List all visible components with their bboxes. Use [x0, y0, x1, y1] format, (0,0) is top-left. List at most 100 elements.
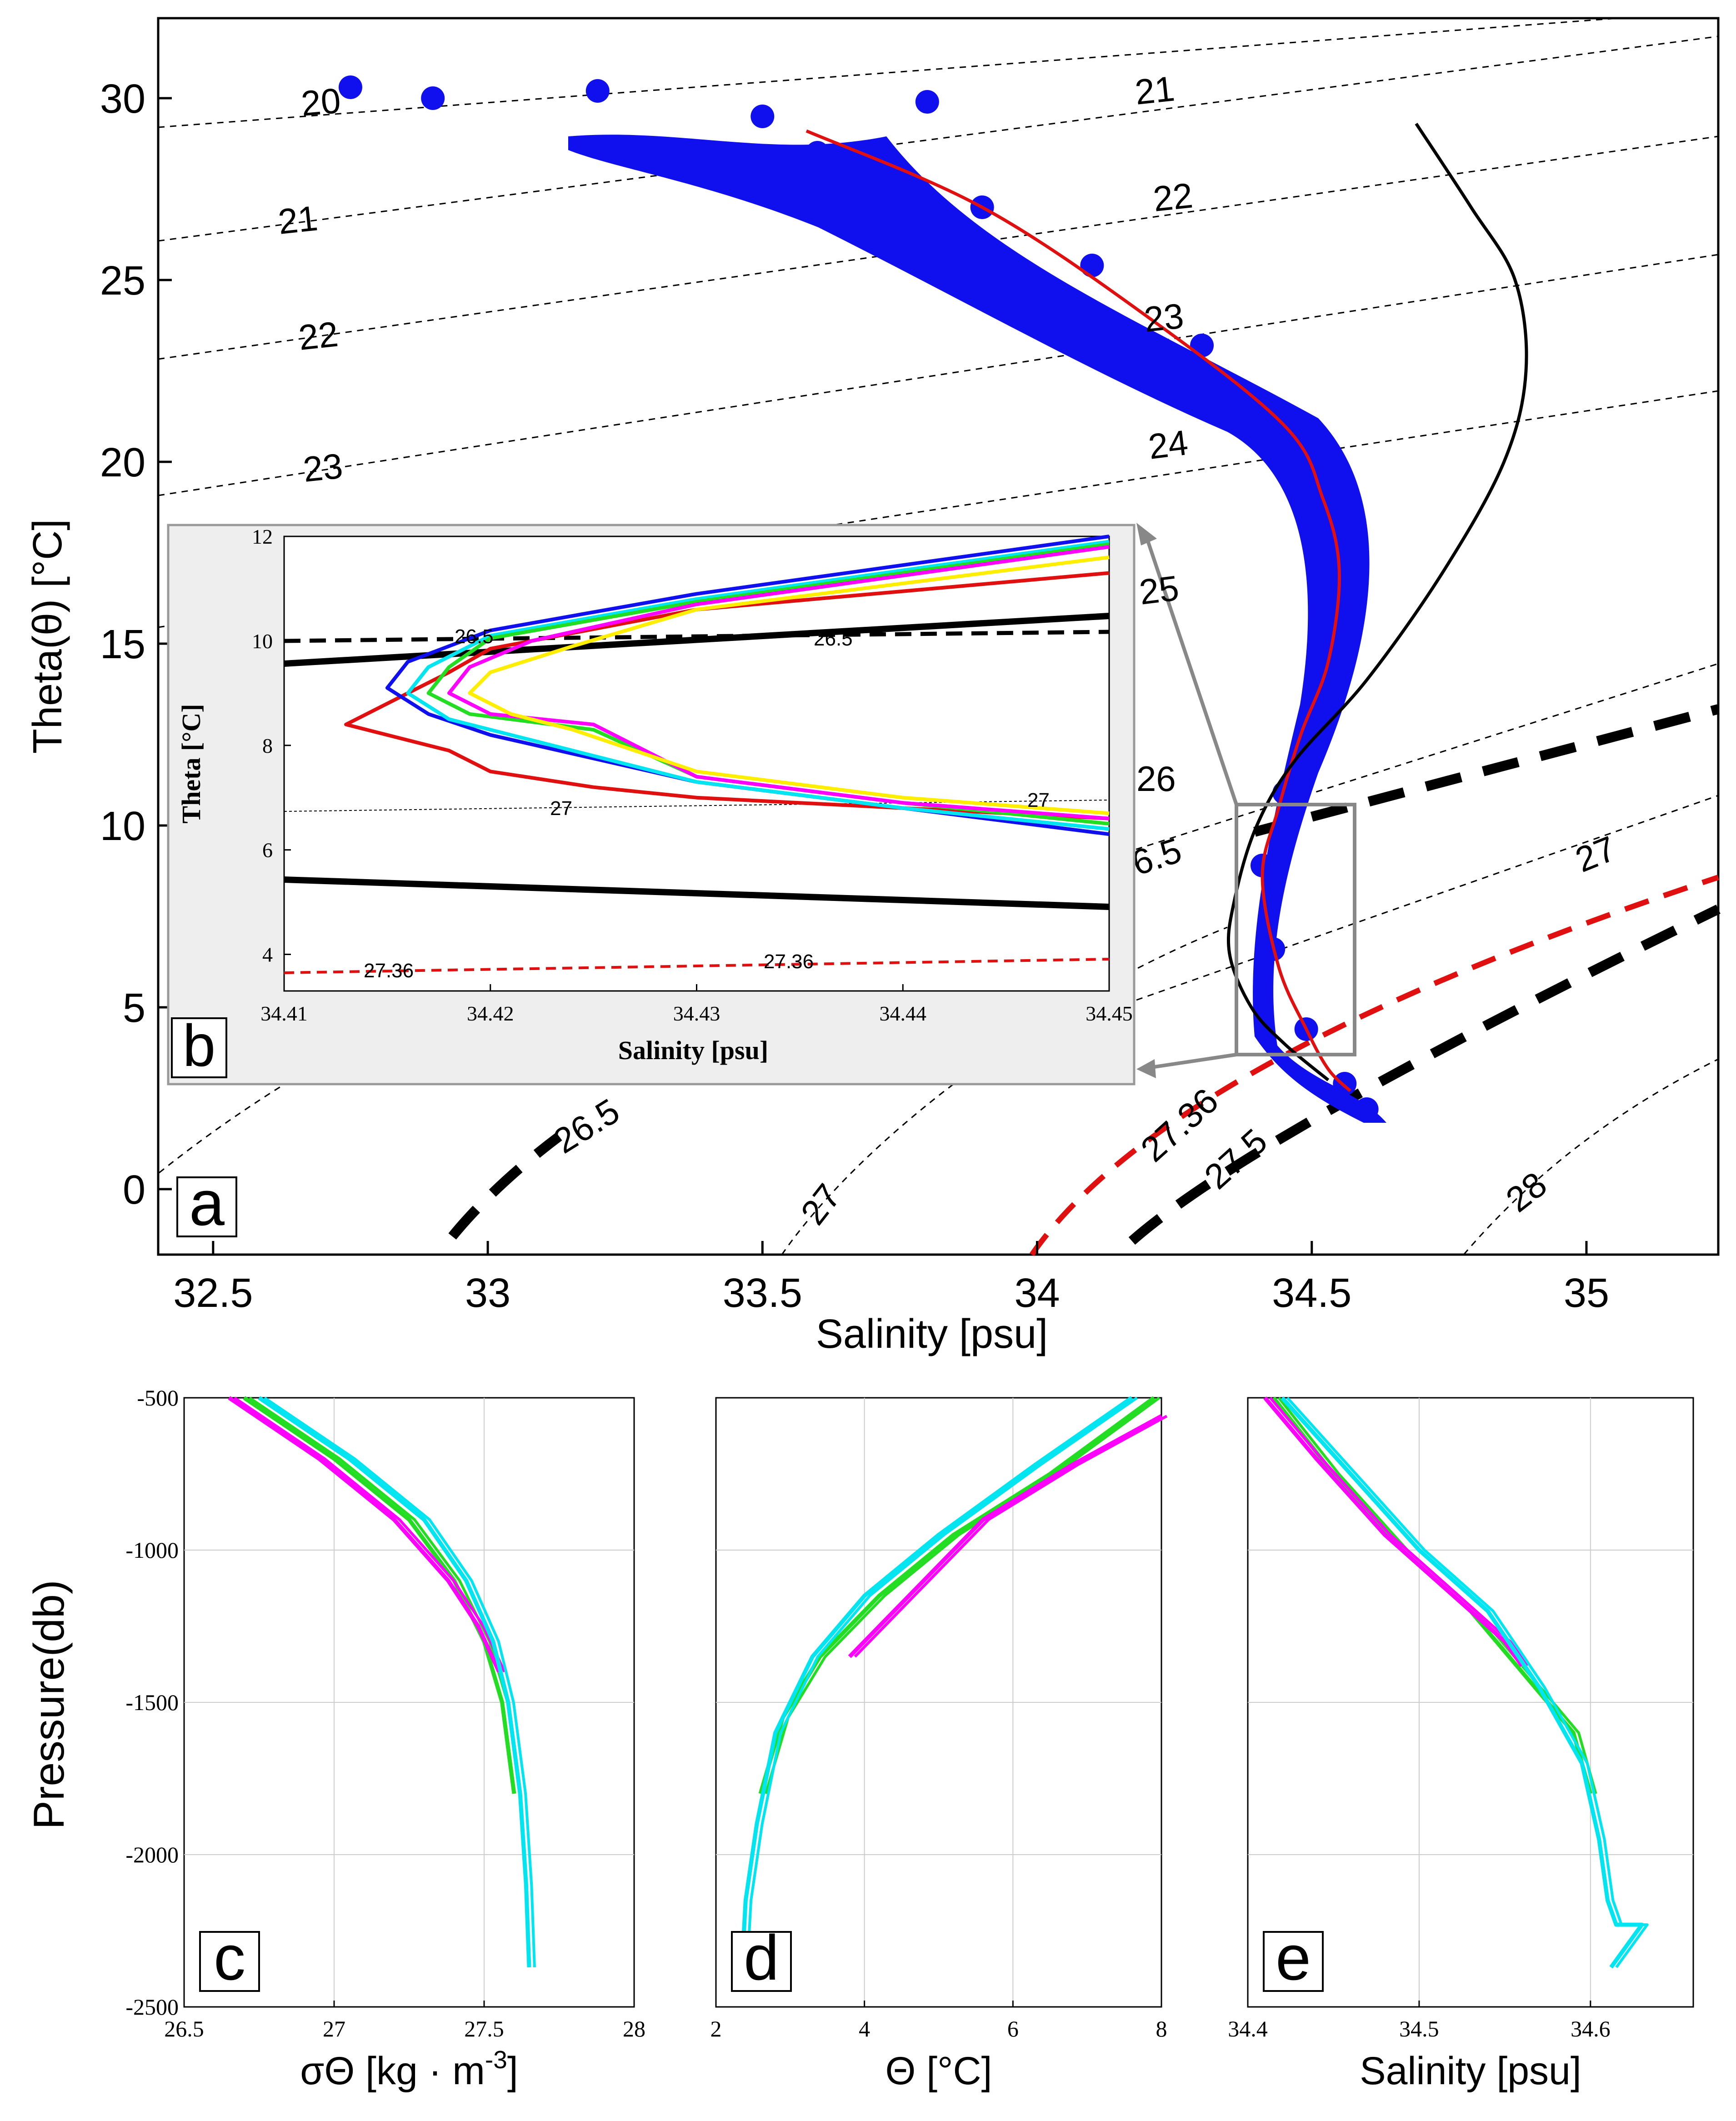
- iso-label-23a: 23: [1142, 295, 1186, 340]
- panel-a-xtick-label: 34.5: [1272, 1271, 1351, 1316]
- pressure-ytick-label: -1500: [125, 1690, 179, 1715]
- scatter-point: [1355, 1097, 1379, 1121]
- inset-contour-labels: 26.5 26.5 27 27 27.36 27.36: [364, 625, 1050, 982]
- panelE-line-magenta: [1263, 1396, 1524, 1667]
- contour-thick-lower: [284, 876, 1110, 910]
- panel-a-xtick-label: 32.5: [173, 1271, 253, 1316]
- panelE-label-box: [1263, 1931, 1324, 1992]
- scatter-point: [805, 141, 830, 165]
- panelC-xlabel: σΘ [kg · m-3]: [300, 2046, 518, 2093]
- panel-b-xlabel: Salinity [psu]: [618, 1035, 768, 1065]
- isopycnal-thick: [448, 704, 1721, 1245]
- isopycnal-27-36-red: [1030, 875, 1719, 1256]
- panelC-xtick-label: 27.5: [464, 2016, 504, 2041]
- panel-a-ytick-label: 25: [100, 258, 145, 304]
- iso-label-26: 26: [1136, 759, 1176, 799]
- pressure-ytick-label: -2000: [125, 1842, 179, 1867]
- inset-label-27-36a: 27.36: [364, 960, 414, 982]
- scatter-point: [750, 105, 775, 128]
- panel-b-axes: 34.41 34.42 34.43 34.44 34.45 4 6 8 10 12: [252, 525, 1133, 1025]
- scatter-point: [1333, 1072, 1357, 1096]
- panelC-xtick-label: 27: [323, 2016, 345, 2041]
- xlabel-superscript: -3: [485, 2046, 507, 2074]
- panelC-line-cyan-b: [264, 1396, 536, 1968]
- pressure-ytick-label: -2500: [125, 1994, 179, 2020]
- inset-label-26-5b: 26.5: [814, 628, 853, 650]
- panelC-line-magenta: [228, 1396, 501, 1673]
- panelC-label-box: [199, 1931, 260, 1992]
- inset-line-yellow: [468, 555, 1110, 815]
- zoom-box: [1235, 803, 1356, 1056]
- pressure-ytick-label: -1000: [125, 1537, 179, 1563]
- arrow-head-top: [1136, 523, 1157, 545]
- panel-a-xtick-label: 35: [1564, 1271, 1609, 1316]
- iso-label-20: 20: [300, 80, 342, 124]
- panelC-line-cyan: [258, 1396, 531, 1968]
- panelE-xtick-label: 34.6: [1571, 2016, 1611, 2041]
- arrow-head-bottom: [1136, 1059, 1156, 1078]
- iso-label-21a: 21: [1133, 68, 1176, 112]
- iso-label-23b: 23: [301, 445, 345, 490]
- scatter-point: [585, 79, 610, 103]
- panelD-label-box: [731, 1931, 792, 1992]
- inset-label-27a: 27: [550, 797, 572, 820]
- mean-profile-line: [805, 129, 1351, 1092]
- scatter-point: [1338, 552, 1362, 575]
- panelD-xtick-label: 4: [859, 2016, 870, 2041]
- panelD-line-cyan-b: [745, 1396, 1138, 1968]
- pressure-ytick-label: -500: [137, 1385, 179, 1411]
- scatter-point: [1080, 254, 1104, 277]
- panel-a-ytick-label: 5: [123, 985, 145, 1031]
- zoom-arrow-top: [1144, 533, 1238, 805]
- zoom-arrow-bottom: [1145, 1053, 1237, 1070]
- panel-b-xtick-label: 34.45: [1086, 1002, 1133, 1025]
- panelC-xtick-label: 26.5: [164, 2016, 204, 2041]
- inset-profile-lines: [344, 535, 1110, 836]
- panelE-xtick-label: 34.4: [1228, 2016, 1268, 2041]
- panel-b-label-box: [171, 1017, 227, 1078]
- panel-a-ylabel: Theta(θ) [°C]: [25, 519, 70, 754]
- panelE-line-cyan-b: [1286, 1396, 1649, 1968]
- panel-a-ytick-label: 30: [100, 76, 145, 122]
- panelD-line-cyan: [740, 1396, 1133, 1968]
- panel-b-ytick-label: 4: [262, 943, 273, 966]
- inset-label-26-5a: 26.5: [455, 625, 494, 648]
- inset-label-27b: 27: [1027, 789, 1050, 811]
- panelD-label: d: [744, 1922, 779, 1993]
- panel-a-label-box: [176, 1176, 237, 1237]
- panel-b-xtick-label: 34.44: [880, 1002, 927, 1025]
- panel-a-ytick-label: 0: [123, 1167, 145, 1213]
- panel-b-ytick-label: 10: [252, 630, 273, 653]
- iso-label-22a: 22: [1151, 175, 1195, 219]
- panelC-label: c: [214, 1922, 245, 1993]
- iso-label-22b: 22: [297, 314, 340, 358]
- scatter-point: [421, 86, 445, 110]
- panel-d: 2 4 6 8 Θ [°C] d: [710, 1396, 1168, 2093]
- panel-a-ytick-label: 20: [100, 440, 145, 485]
- panel-b-ytick-label: 6: [262, 839, 273, 862]
- panelD-xtick-label: 6: [1007, 2016, 1019, 2041]
- panelC-line-magenta-b: [234, 1396, 506, 1673]
- panel-a-xtick-label: 33: [465, 1271, 510, 1316]
- scatter-envelope: [568, 135, 1386, 1123]
- argo-scatter-band: [568, 135, 1386, 1123]
- panelD-xlabel: Θ [°C]: [885, 2049, 992, 2093]
- panelD-xtick-label: 2: [710, 2016, 722, 2041]
- inset-line-magenta: [447, 545, 1110, 820]
- contour-26-5-dashed: [284, 630, 1110, 643]
- panel-a-label: a: [189, 1167, 225, 1239]
- scatter-point: [338, 75, 362, 99]
- panel-a-xlabel: Salinity [psu]: [816, 1311, 1048, 1357]
- panel-b-ylabel: Theta [°C]: [176, 704, 206, 823]
- panel-e: 34.4 34.5 34.6 Salinity [psu] e: [1228, 1396, 1694, 2093]
- panel-b-label: b: [183, 1012, 215, 1079]
- iso-label-24: 24: [1146, 422, 1190, 467]
- pressure-ylabel: Pressure(db): [25, 1580, 73, 1829]
- panelC-xtick-label: 28: [623, 2016, 645, 2041]
- scatter-point: [915, 90, 939, 114]
- xlabel-end: ]: [507, 2049, 518, 2093]
- panel-b-xtick-label: 34.43: [673, 1002, 720, 1025]
- panel-b-ytick-label: 12: [252, 525, 273, 548]
- contour-27-36-red: [284, 958, 1110, 974]
